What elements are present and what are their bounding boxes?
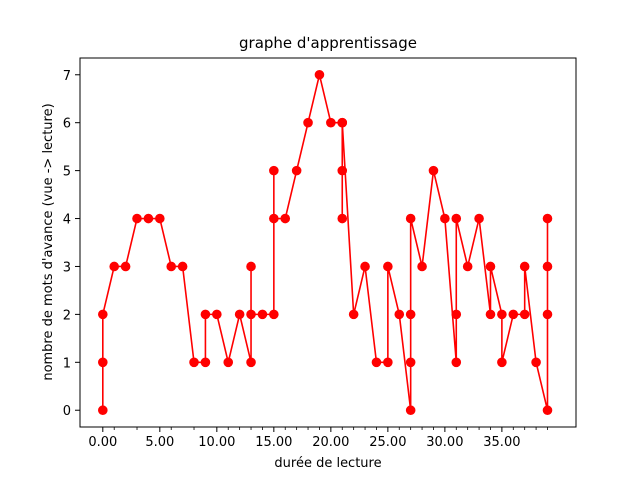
series-layer [98,69,553,416]
x-tick-label: 30.00 [426,435,463,450]
x-axis-ticks: 0.00 5.00 10.00 15.00 20.00 25.00 30.00 35.00 [88,427,548,450]
data-point [485,261,496,272]
data-point [280,213,291,224]
data-point [519,261,530,272]
data-point [360,261,370,272]
data-point [200,309,211,320]
data-point [177,261,188,272]
data-point [428,165,439,176]
data-point [405,405,416,416]
x-tick-label: 0.00 [88,435,117,450]
data-point [269,213,279,224]
data-point [417,261,427,272]
data-point [405,213,416,224]
data-point [269,165,279,176]
data-point [132,213,142,224]
y-tick-label: 2 [63,308,71,323]
data-point [451,357,462,368]
data-point [246,261,256,272]
data-point [337,213,348,224]
y-tick-label: 5 [63,165,71,180]
data-point [394,309,405,320]
data-point [189,357,199,368]
data-point [451,309,462,320]
data-point [337,165,348,176]
data-point [212,309,222,320]
data-point [223,357,234,368]
y-tick-label: 6 [63,117,71,132]
chart-title: graphe d'apprentissage [239,34,417,52]
y-axis-label: nombre de mots d'avance (vue -> lecture) [41,103,56,380]
data-point [405,357,416,368]
data-point [98,405,108,416]
x-tick-label: 15.00 [255,435,292,450]
data-point [143,213,154,224]
data-point [497,309,507,320]
data-point [269,309,279,320]
data-point [257,309,268,320]
data-point [451,213,462,224]
data-point [348,309,359,320]
x-tick-label: 25.00 [369,435,406,450]
data-point [120,261,131,272]
data-point [440,213,450,224]
data-point [542,261,553,272]
data-point [109,261,120,272]
data-point [337,117,348,128]
data-point [246,357,256,368]
data-point [508,309,519,320]
y-axis-ticks: 0 1 2 3 4 5 6 7 [63,69,80,419]
data-point [166,261,177,272]
data-point [497,357,507,368]
plot-frame [79,57,577,428]
y-tick-label: 3 [63,260,71,275]
data-point [98,357,108,368]
data-point [485,309,496,320]
data-point [542,405,553,416]
data-point [98,309,108,320]
data-point [542,213,553,224]
x-tick-label: 10.00 [198,435,235,450]
y-tick-label: 1 [63,356,71,371]
data-point [383,357,393,368]
data-point [200,357,211,368]
x-tick-label: 5.00 [145,435,174,450]
data-point [542,309,553,320]
data-point [371,357,382,368]
x-tick-label: 20.00 [312,435,349,450]
data-point [246,309,256,320]
data-point [234,309,245,320]
y-tick-label: 7 [63,69,71,84]
data-point [383,261,393,272]
x-tick-label: 35.00 [483,435,520,450]
data-point [303,117,313,128]
x-axis-label: durée de lecture [274,456,381,471]
data-point [531,357,541,368]
data-point [291,165,302,176]
data-point [462,261,473,272]
data-point [405,309,416,320]
y-tick-label: 0 [63,404,71,419]
data-point [326,117,336,128]
data-point [155,213,165,224]
y-tick-label: 4 [63,213,71,228]
data-point [519,309,530,320]
data-point [474,213,484,224]
data-point [314,69,325,80]
